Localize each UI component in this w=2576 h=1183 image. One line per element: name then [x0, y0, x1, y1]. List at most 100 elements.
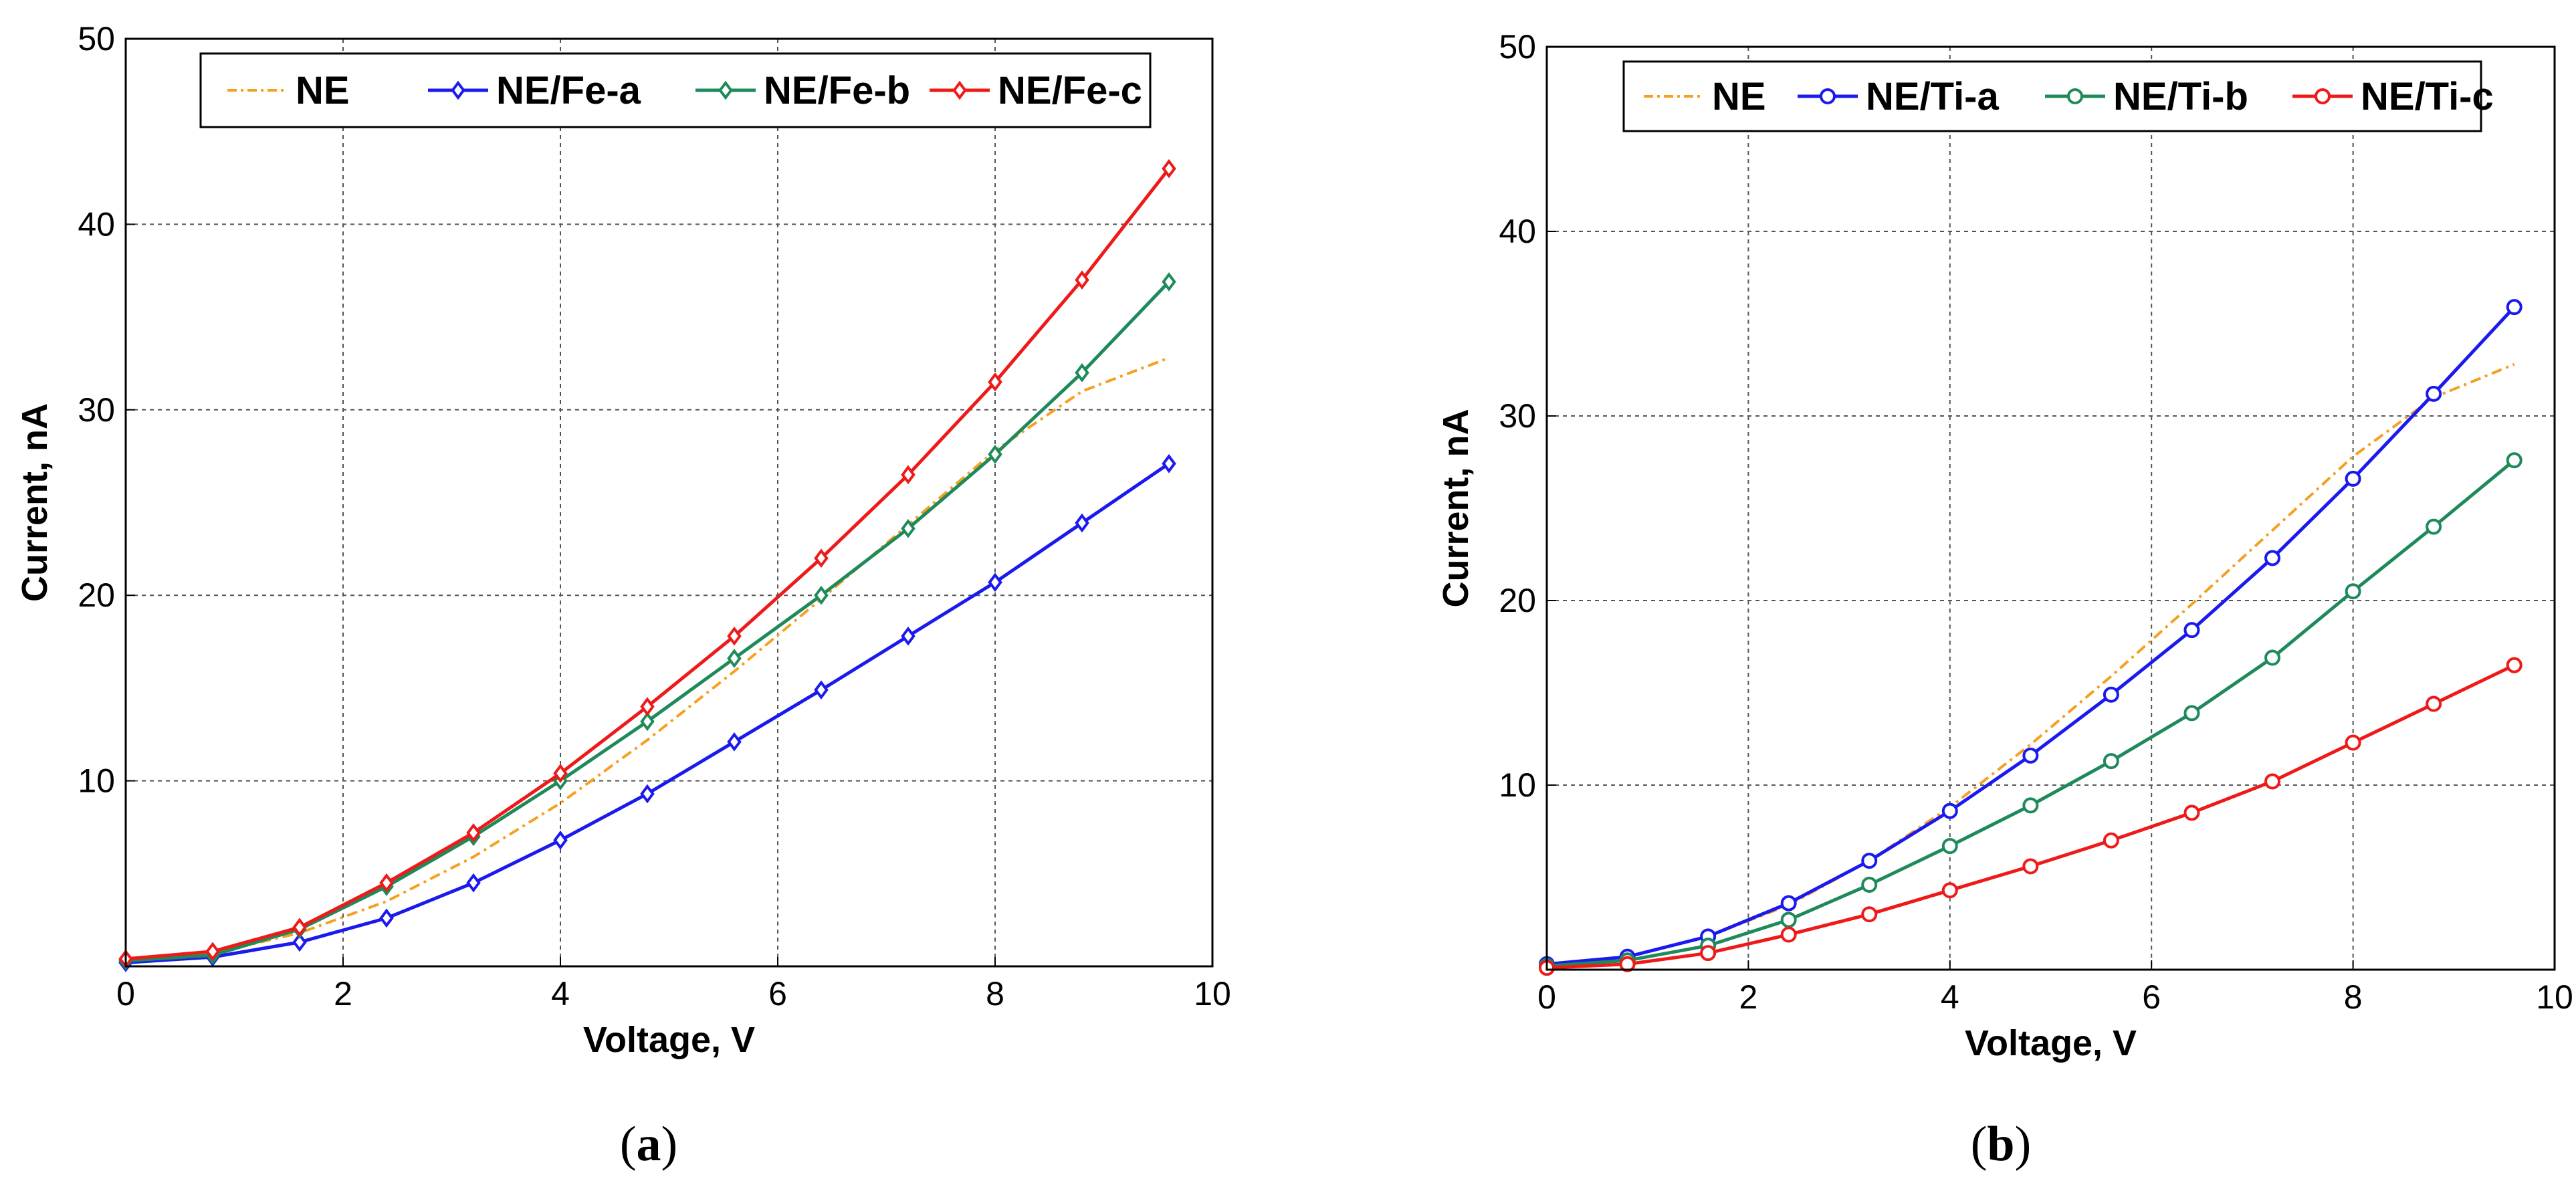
chart-b-legend-label-0: NE — [1712, 75, 1766, 118]
chart-b-series-2-point — [2022, 797, 2039, 814]
caption-a: (a) — [620, 1117, 677, 1172]
chart-a-series-1-point — [901, 626, 916, 646]
chart-a-series-3-point — [1075, 270, 1089, 290]
chart-a-legend-label-1: NE/Fe-a — [496, 69, 641, 112]
chart-a-series-3-point — [292, 918, 307, 938]
chart-a-series-3-point — [1162, 158, 1176, 179]
chart-b-x-axis-label: Voltage, V — [1965, 1023, 2137, 1063]
chart-a-x-axis-label: Voltage, V — [583, 1020, 755, 1060]
chart-a-y-tick-label: 30 — [78, 391, 115, 429]
chart-a-series-3-point — [814, 548, 829, 568]
chart-a-series-3-point — [553, 764, 568, 783]
chart-b-series-3-point — [1861, 906, 1878, 923]
caption-b-open: ( — [1971, 1117, 1988, 1172]
chart-a-series-1-point — [466, 873, 481, 893]
chart-b-y-tick-label: 40 — [1499, 213, 1536, 250]
chart-b-series-3-point — [2345, 734, 2361, 751]
caption-b-close: ) — [2015, 1117, 2032, 1172]
chart-b-legend-marker-1 — [1820, 88, 1836, 104]
chart-b-series-1-point — [1780, 895, 1797, 911]
chart-a-series-1-point — [379, 908, 394, 928]
chart-b-series-1-point — [2345, 470, 2361, 487]
chart-b-series-3-point — [2426, 695, 2442, 712]
chart-a-series-2-point — [1075, 362, 1089, 383]
chart-a-series-2-point — [727, 649, 742, 668]
chart-a-plot-area — [126, 39, 1212, 966]
chart-b-series-2-point — [2426, 518, 2442, 535]
chart-a-x-tick-label: 4 — [551, 975, 570, 1012]
caption-b-letter: b — [1987, 1117, 2014, 1172]
chart-b-series-2-point — [2264, 649, 2281, 666]
chart-b-series-1-point — [2022, 747, 2039, 764]
chart-b-series-2-point — [1941, 838, 1958, 855]
chart-panel-b: 0 2 4 6 8 10 10 20 30 40 50 Voltage, V Current, nA NE… — [1436, 28, 2573, 1063]
chart-a-y-tick-label: 10 — [78, 762, 115, 800]
chart-b-series-2-point — [2345, 583, 2361, 600]
chart-b-series-2-point — [2506, 452, 2523, 469]
chart-a-legend-marker-2 — [718, 80, 733, 100]
chart-a-y-tick-label: 50 — [78, 20, 115, 58]
chart-b-legend-marker-2 — [2067, 88, 2083, 104]
chart-a-series-1-point — [292, 932, 307, 952]
chart-a-series-3-point — [988, 372, 1002, 392]
chart-b-series-2-point — [1780, 911, 1797, 928]
chart-b-series-1-point — [1941, 802, 1958, 819]
chart-b-legend-label-2: NE/Ti-b — [2113, 75, 2248, 118]
chart-a-legend-label-2: NE/Fe-b — [764, 69, 910, 112]
chart-a-legend-marker-1 — [451, 80, 465, 100]
chart-a-series-1-point — [814, 680, 829, 700]
chart-b-y-tick-label: 50 — [1499, 28, 1536, 66]
chart-b-series-3-point — [1619, 956, 1636, 972]
chart-a-legend-box — [199, 52, 1152, 128]
chart-b-x-tick-label: 8 — [2344, 978, 2363, 1016]
chart-b-legend-label-1: NE/Ti-a — [1866, 75, 1999, 118]
chart-b-series-3-point — [2264, 773, 2281, 790]
chart-b-series-3-point — [2506, 657, 2523, 673]
chart-a-x-tick-label: 10 — [1194, 975, 1231, 1012]
chart-b-series-3-point — [1780, 926, 1797, 943]
caption-a-letter: a — [637, 1117, 661, 1172]
chart-a-x-tick-label: 8 — [986, 975, 1004, 1012]
chart-b-y-tick-label: 10 — [1499, 766, 1536, 804]
caption-a-open: ( — [620, 1117, 637, 1172]
chart-a-series-1-point — [1162, 453, 1176, 473]
chart-a-series-1-point — [1075, 513, 1089, 533]
chart-a-series-1-point — [727, 732, 742, 752]
chart-a-series-2-point — [814, 585, 829, 605]
chart-b-series-1-point — [2426, 385, 2442, 402]
chart-a-x-tick-label: 2 — [334, 975, 352, 1012]
chart-a-series-1-point — [553, 831, 568, 850]
chart-a-legend-label-3: NE/Fe-c — [998, 69, 1142, 112]
chart-b-y-axis-label: Current, nA — [1436, 409, 1476, 608]
chart-a-series-3-point — [466, 823, 481, 843]
chart-b-y-tick-label: 20 — [1499, 582, 1536, 619]
chart-b-series-3-point — [1941, 882, 1958, 899]
chart-a-axes-frame — [124, 37, 1214, 968]
chart-a-legend-label-0: NE — [296, 69, 350, 112]
chart-a-series-3-point — [727, 626, 742, 646]
chart-b-x-tick-label: 2 — [1739, 978, 1757, 1016]
chart-a-x-tick-label: 6 — [768, 975, 787, 1012]
chart-b-y-tick-label: 30 — [1499, 397, 1536, 435]
caption-b: (b) — [1971, 1117, 2031, 1172]
chart-b-plot-area — [1547, 47, 2555, 970]
chart-b-series-1-point — [2506, 299, 2523, 316]
chart-a-series-3-point — [901, 465, 916, 485]
chart-b-series-2-point — [2183, 705, 2200, 722]
chart-b-series-3-point — [2022, 858, 2039, 875]
chart-b-series-1-point — [2103, 686, 2119, 703]
chart-b-series-3-point — [2183, 804, 2200, 821]
chart-b-x-tick-label: 0 — [1537, 978, 1556, 1016]
chart-a-y-tick-label: 40 — [78, 205, 115, 243]
chart-b-series-1-point — [2264, 550, 2281, 566]
chart-a-legend-marker-3 — [952, 80, 967, 100]
chart-a-series-2-point — [988, 445, 1002, 464]
chart-b-x-tick-label: 4 — [1941, 978, 1959, 1016]
chart-a-y-tick-label: 20 — [78, 576, 115, 614]
chart-a-series-2-point — [901, 519, 916, 538]
chart-a-series-3-point — [379, 873, 394, 893]
chart-b-series-2-point — [1861, 877, 1878, 893]
chart-b-series-1-point — [1861, 853, 1878, 869]
chart-a-series-3-point — [205, 942, 220, 962]
